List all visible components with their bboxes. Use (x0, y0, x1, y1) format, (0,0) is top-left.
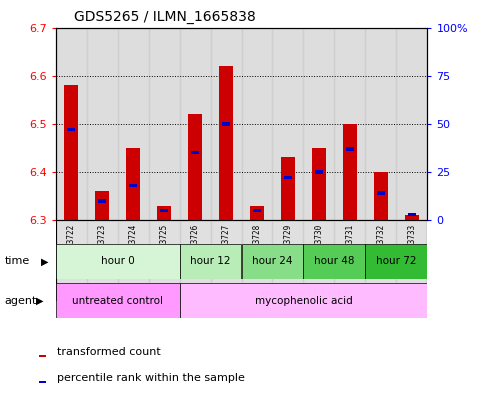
Text: hour 72: hour 72 (376, 256, 417, 266)
Text: GSM1133723: GSM1133723 (98, 224, 107, 270)
Bar (98, 199, 106, 202)
Text: GSM1133732: GSM1133732 (376, 224, 385, 270)
Bar (366, 220, 397, 301)
Bar (303, 220, 334, 301)
Text: hour 48: hour 48 (314, 256, 355, 266)
Text: GSM1133730: GSM1133730 (314, 224, 324, 270)
Bar (219, 66, 233, 220)
Bar (374, 172, 388, 220)
Bar (64, 85, 78, 220)
Bar (253, 209, 261, 212)
Bar (117, 220, 149, 301)
Bar (160, 209, 168, 212)
Bar (211, 220, 242, 301)
Bar (56, 220, 86, 301)
Text: hour 24: hour 24 (252, 256, 293, 266)
Text: GSM1133728: GSM1133728 (253, 224, 261, 270)
Bar (180, 220, 211, 301)
Bar (405, 215, 419, 220)
Bar (303, 28, 334, 220)
Bar (180, 283, 427, 318)
Text: GDS5265 / ILMN_1665838: GDS5265 / ILMN_1665838 (74, 10, 256, 24)
Text: GSM1133725: GSM1133725 (159, 224, 169, 270)
Bar (343, 124, 357, 220)
Bar (284, 176, 292, 180)
Bar (149, 220, 180, 301)
Bar (188, 114, 202, 220)
Bar (56, 244, 180, 279)
Bar (315, 170, 323, 174)
Bar (366, 28, 397, 220)
Text: transformed count: transformed count (57, 347, 161, 357)
Text: agent: agent (5, 296, 37, 306)
Bar (250, 206, 264, 220)
Text: GSM1133729: GSM1133729 (284, 224, 293, 270)
Text: GSM1133731: GSM1133731 (345, 224, 355, 270)
Bar (191, 151, 199, 154)
Bar (86, 220, 117, 301)
Bar (242, 244, 303, 279)
Text: GSM1133726: GSM1133726 (190, 224, 199, 270)
Text: hour 0: hour 0 (100, 256, 134, 266)
Bar (157, 206, 171, 220)
Text: hour 12: hour 12 (190, 256, 231, 266)
Bar (312, 148, 326, 220)
Bar (397, 28, 427, 220)
Text: GSM1133724: GSM1133724 (128, 224, 138, 270)
Bar (334, 28, 366, 220)
Bar (180, 244, 242, 279)
Bar (95, 191, 109, 220)
Text: GSM1133733: GSM1133733 (408, 224, 416, 270)
Bar (56, 28, 86, 220)
Bar (39, 355, 46, 357)
Text: GSM1133722: GSM1133722 (67, 224, 75, 270)
Text: ▶: ▶ (36, 296, 44, 306)
Text: ▶: ▶ (41, 256, 49, 266)
Bar (129, 184, 137, 187)
Bar (56, 283, 180, 318)
Bar (366, 244, 427, 279)
Bar (180, 28, 211, 220)
Bar (408, 213, 416, 216)
Text: untreated control: untreated control (72, 296, 163, 306)
Bar (39, 381, 46, 383)
Bar (272, 220, 303, 301)
Bar (303, 244, 366, 279)
Text: percentile rank within the sample: percentile rank within the sample (57, 373, 245, 383)
Text: mycophenolic acid: mycophenolic acid (255, 296, 353, 306)
Bar (334, 220, 366, 301)
Bar (242, 28, 272, 220)
Bar (86, 28, 117, 220)
Bar (126, 148, 140, 220)
Bar (281, 158, 295, 220)
Text: time: time (5, 256, 30, 266)
Bar (242, 220, 272, 301)
Bar (149, 28, 180, 220)
Bar (272, 28, 303, 220)
Bar (377, 191, 385, 195)
Bar (397, 220, 427, 301)
Bar (67, 128, 75, 131)
Bar (346, 147, 354, 151)
Bar (222, 122, 230, 125)
Bar (211, 28, 242, 220)
Text: GSM1133727: GSM1133727 (222, 224, 230, 270)
Bar (117, 28, 149, 220)
